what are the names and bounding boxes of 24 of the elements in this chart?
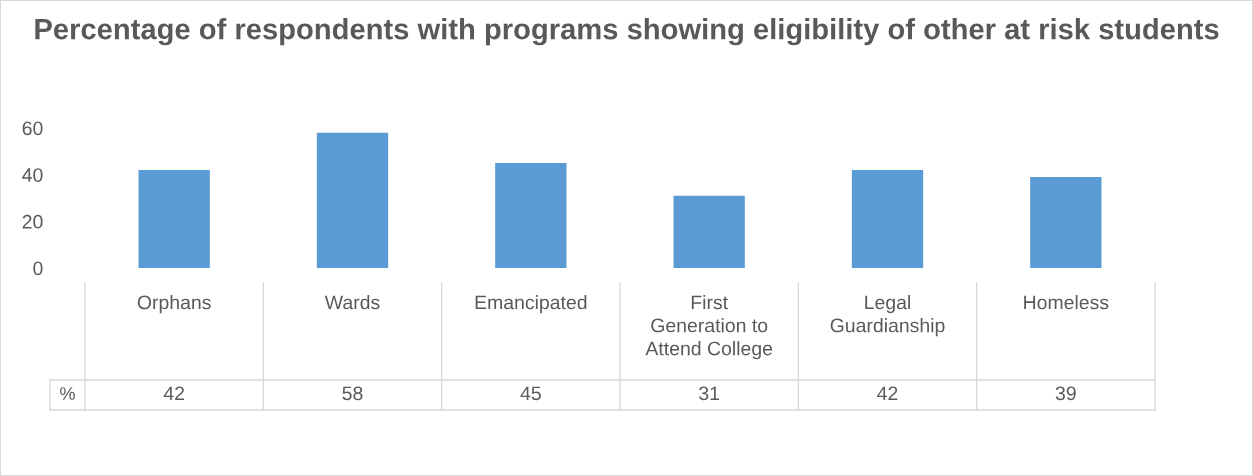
- y-tick-label: 20: [22, 214, 43, 229]
- y-tick-label: 0: [33, 261, 43, 276]
- data-label: 31: [699, 386, 720, 401]
- bar: [138, 170, 210, 268]
- data-label: 45: [520, 386, 541, 401]
- data-label: 39: [1055, 386, 1076, 401]
- bar: [316, 132, 389, 268]
- x-tick-label: Legal Guardianship: [830, 295, 945, 337]
- bar: [495, 163, 567, 268]
- data-label: 42: [163, 386, 185, 401]
- x-tick-label: Emancipated: [475, 295, 587, 314]
- x-tick-label: Orphans: [137, 295, 211, 314]
- data-label: 58: [342, 386, 363, 401]
- y-tick-label: 40: [22, 168, 43, 182]
- bar: [1030, 177, 1102, 268]
- text: %: [60, 387, 75, 400]
- x-tick-label: Homeless: [1024, 295, 1109, 310]
- data-label: 42: [877, 386, 898, 401]
- y-tick-label: 60: [22, 121, 43, 136]
- x-tick-label: First Generation to Attend College: [645, 295, 773, 360]
- chart-title: Percentage of respondents with programs showing eligibility of other at risk students: [35, 18, 1219, 46]
- bar: [673, 195, 745, 268]
- bar: [851, 170, 924, 268]
- x-tick-label: Wards: [324, 295, 380, 310]
